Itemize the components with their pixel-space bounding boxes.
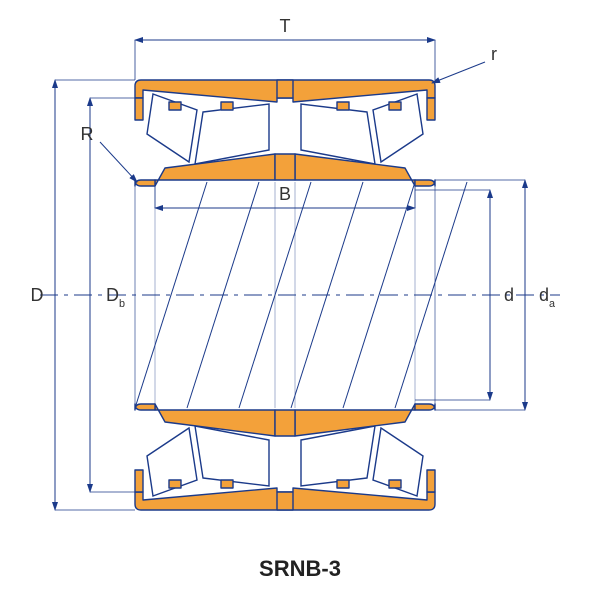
label-R: R: [81, 124, 94, 144]
label-da: da: [539, 285, 555, 310]
label-d: d: [504, 285, 514, 305]
label-Db: Db: [106, 285, 125, 310]
label-D: D: [31, 285, 44, 305]
label-T: T: [280, 16, 291, 36]
label-r: r: [491, 44, 497, 64]
diagram-title: SRNB-3: [259, 556, 341, 581]
label-B: B: [279, 184, 291, 204]
